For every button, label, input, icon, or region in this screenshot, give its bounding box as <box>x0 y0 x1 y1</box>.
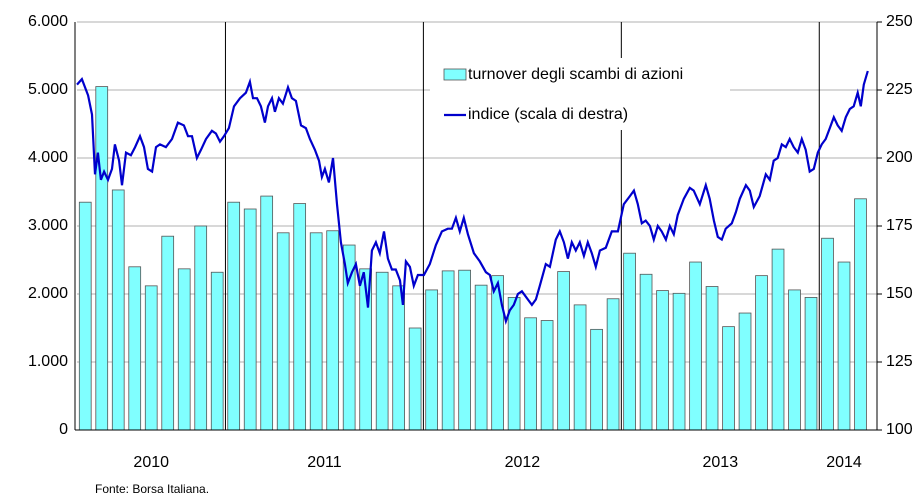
bar <box>656 290 669 431</box>
bar <box>854 198 867 431</box>
bar <box>590 328 603 431</box>
legend-swatch-bars <box>443 68 467 81</box>
y2-tick-label: 225 <box>886 81 913 98</box>
index-line <box>76 70 869 326</box>
bar <box>821 237 834 431</box>
bar <box>458 269 471 431</box>
bar <box>95 86 109 431</box>
bar <box>227 201 241 431</box>
y-tick-label: 1.000 <box>28 353 68 370</box>
bar <box>672 292 686 431</box>
bar <box>425 289 438 431</box>
bar <box>441 270 455 431</box>
bar <box>623 252 636 431</box>
bar <box>722 326 735 431</box>
bar <box>276 232 290 431</box>
bar <box>342 244 356 431</box>
legend-box <box>430 58 730 130</box>
bar <box>210 271 224 431</box>
bar <box>408 327 422 431</box>
bar <box>755 275 768 431</box>
bar <box>243 208 257 431</box>
y2-tick-label: 150 <box>886 285 913 302</box>
x-group-label: 2011 <box>307 454 342 471</box>
bar <box>326 230 340 431</box>
bar <box>540 320 554 431</box>
y2-tick-label: 100 <box>886 421 913 438</box>
source-note: Fonte: Borsa Italiana. <box>95 482 209 496</box>
bar <box>293 203 307 431</box>
y-tick-label: 6.000 <box>28 13 68 30</box>
y2-tick-label: 200 <box>886 149 913 166</box>
x-group-label: 2010 <box>133 454 169 471</box>
bar <box>837 261 851 431</box>
x-group-label: 2013 <box>703 454 739 471</box>
bar <box>804 296 818 431</box>
bar <box>689 261 702 431</box>
y-tick-label: 5.000 <box>28 81 68 98</box>
bar <box>392 285 405 431</box>
bar <box>309 232 323 431</box>
bar <box>771 248 785 431</box>
bar <box>177 268 191 431</box>
y-tick-label: 4.000 <box>28 149 68 166</box>
y-tick-label: 2.000 <box>28 285 68 302</box>
bar <box>128 266 142 431</box>
bar <box>78 201 92 431</box>
bar <box>738 312 752 431</box>
bar <box>161 235 175 431</box>
x-group-label: 2012 <box>505 454 541 471</box>
bar <box>194 225 208 431</box>
bar <box>606 298 620 431</box>
y2-tick-label: 175 <box>886 217 913 234</box>
bar <box>524 317 537 431</box>
bar <box>375 271 389 431</box>
bar <box>557 271 570 431</box>
bar <box>111 189 125 431</box>
bar <box>144 285 158 431</box>
y-tick-label: 0 <box>59 421 68 438</box>
y-tick-label: 3.000 <box>28 217 68 234</box>
bar <box>260 195 274 431</box>
y2-tick-label: 125 <box>886 353 913 370</box>
x-group-label: 2014 <box>826 454 862 471</box>
legend-label: turnover degli scambi di azioni <box>468 66 683 83</box>
y2-tick-label: 250 <box>886 13 913 30</box>
bar <box>573 304 587 431</box>
bar <box>474 284 488 431</box>
bar <box>507 296 521 431</box>
bar <box>639 273 653 431</box>
bar <box>705 286 719 431</box>
legend-label: indice (scala di destra) <box>468 106 628 123</box>
bar <box>788 289 801 431</box>
